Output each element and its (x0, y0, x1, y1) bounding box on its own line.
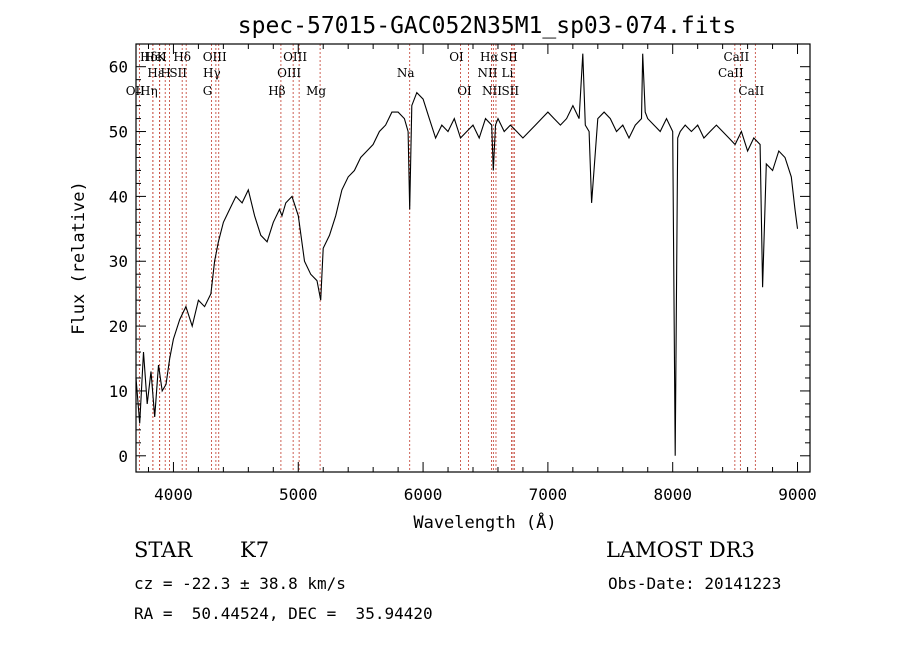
survey-label: LAMOST DR3 (606, 538, 755, 562)
redshift-cz: cz = -22.3 ± 38.8 km/s (134, 574, 346, 593)
line-label-9: OIII (203, 50, 227, 64)
y-tick-label-2: 20 (109, 317, 128, 336)
line-label-16: Na (397, 66, 415, 80)
x-tick-label-2: 6000 (404, 485, 443, 504)
y-axis-label: Flux (relative) (69, 181, 89, 335)
line-label-6: Hε (147, 66, 164, 80)
line-label-17: OI (449, 50, 464, 64)
plot-frame (135, 43, 811, 473)
line-label-3: HeI (144, 50, 167, 64)
x-tick-label-5: 9000 (778, 485, 817, 504)
y-tick-label-0: 0 (118, 447, 128, 466)
y-tick-label-3: 30 (109, 252, 128, 271)
line-label-27: CaII (738, 84, 764, 98)
line-label-23: NII (482, 84, 502, 98)
y-tick-label-5: 50 (109, 123, 128, 142)
observation-date: Obs-Date: 20141223 (608, 574, 782, 593)
line-label-25: CaII (723, 50, 749, 64)
line-label-0: Hδ (140, 50, 158, 64)
x-tick-label-1: 5000 (279, 485, 318, 504)
line-label-20: SII (500, 50, 518, 64)
line-label-11: G (203, 84, 213, 98)
line-label-19: Hα (480, 50, 499, 64)
object-class: STAR (134, 538, 193, 562)
chart-title: spec-57015-GAC052N35M1_sp03-074.fits (238, 13, 737, 39)
line-label-15: Mg (306, 84, 326, 98)
line-label-7: Hη (140, 84, 158, 98)
line-label-2: H (160, 66, 170, 80)
x-tick-label-0: 4000 (154, 485, 193, 504)
y-tick-label-6: 60 (109, 58, 128, 77)
line-label-18: OI (457, 84, 472, 98)
line-label-4: SII (169, 66, 187, 80)
line-label-12: Hβ (268, 84, 285, 98)
line-label-8: Hδ (173, 50, 191, 64)
x-axis-label: Wavelength (Å) (413, 511, 556, 533)
line-label-1: K (157, 50, 167, 64)
line-label-14: OIII (277, 66, 301, 80)
line-label-22: Li (502, 66, 514, 80)
line-label-24: SII (501, 84, 519, 98)
x-tick-label-4: 8000 (653, 485, 692, 504)
x-tick-label-3: 7000 (529, 485, 568, 504)
object-subclass: K7 (240, 538, 270, 562)
line-label-13: OIII (283, 50, 307, 64)
line-label-26: CaII (718, 66, 744, 80)
y-tick-label-1: 10 (109, 382, 128, 401)
line-label-21: NII (477, 66, 497, 80)
flux-series-line (135, 53, 799, 456)
line-label-10: Hγ (203, 66, 221, 80)
y-tick-label-4: 40 (109, 187, 128, 206)
sky-coordinates: RA = 50.44524, DEC = 35.94420 (134, 604, 433, 623)
